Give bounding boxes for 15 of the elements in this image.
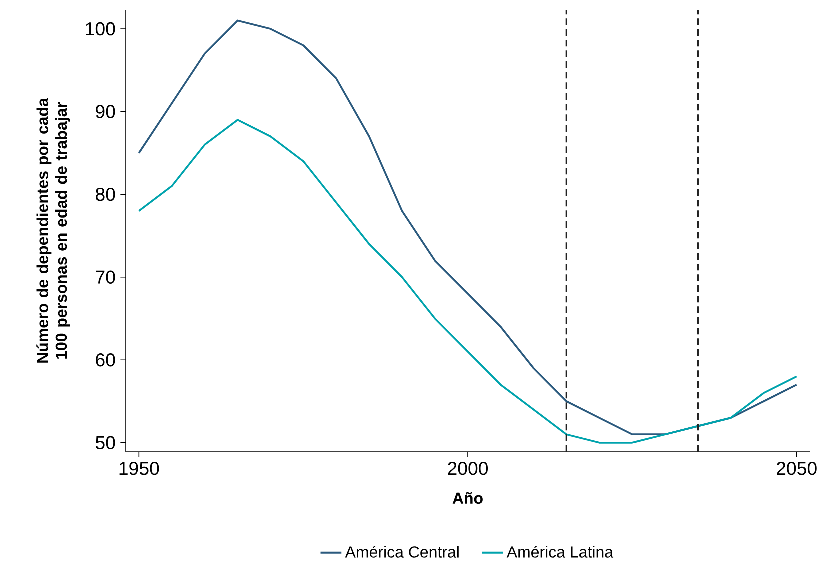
y-tick-label: 80	[96, 188, 116, 202]
y-tick-label: 70	[96, 270, 116, 284]
y-tick-label: 60	[96, 353, 116, 367]
y-axis-title: Número de dependientes por cada 100 personas en edad de trabajar	[36, 98, 70, 363]
x-tick-label: 2050	[777, 462, 817, 476]
y-tick-label: 90	[96, 105, 116, 118]
line-series	[138, 119, 798, 444]
legend-label: América Central	[345, 546, 459, 558]
legend-label: América Latina	[506, 546, 614, 558]
y-tick-label: 100	[86, 22, 116, 36]
y-tick-label: 50	[96, 436, 116, 450]
x-tick-label: 2000	[448, 462, 488, 476]
x-axis-title: Año	[452, 492, 483, 504]
x-tick-label: 1950	[120, 462, 160, 476]
line-series	[138, 20, 798, 436]
